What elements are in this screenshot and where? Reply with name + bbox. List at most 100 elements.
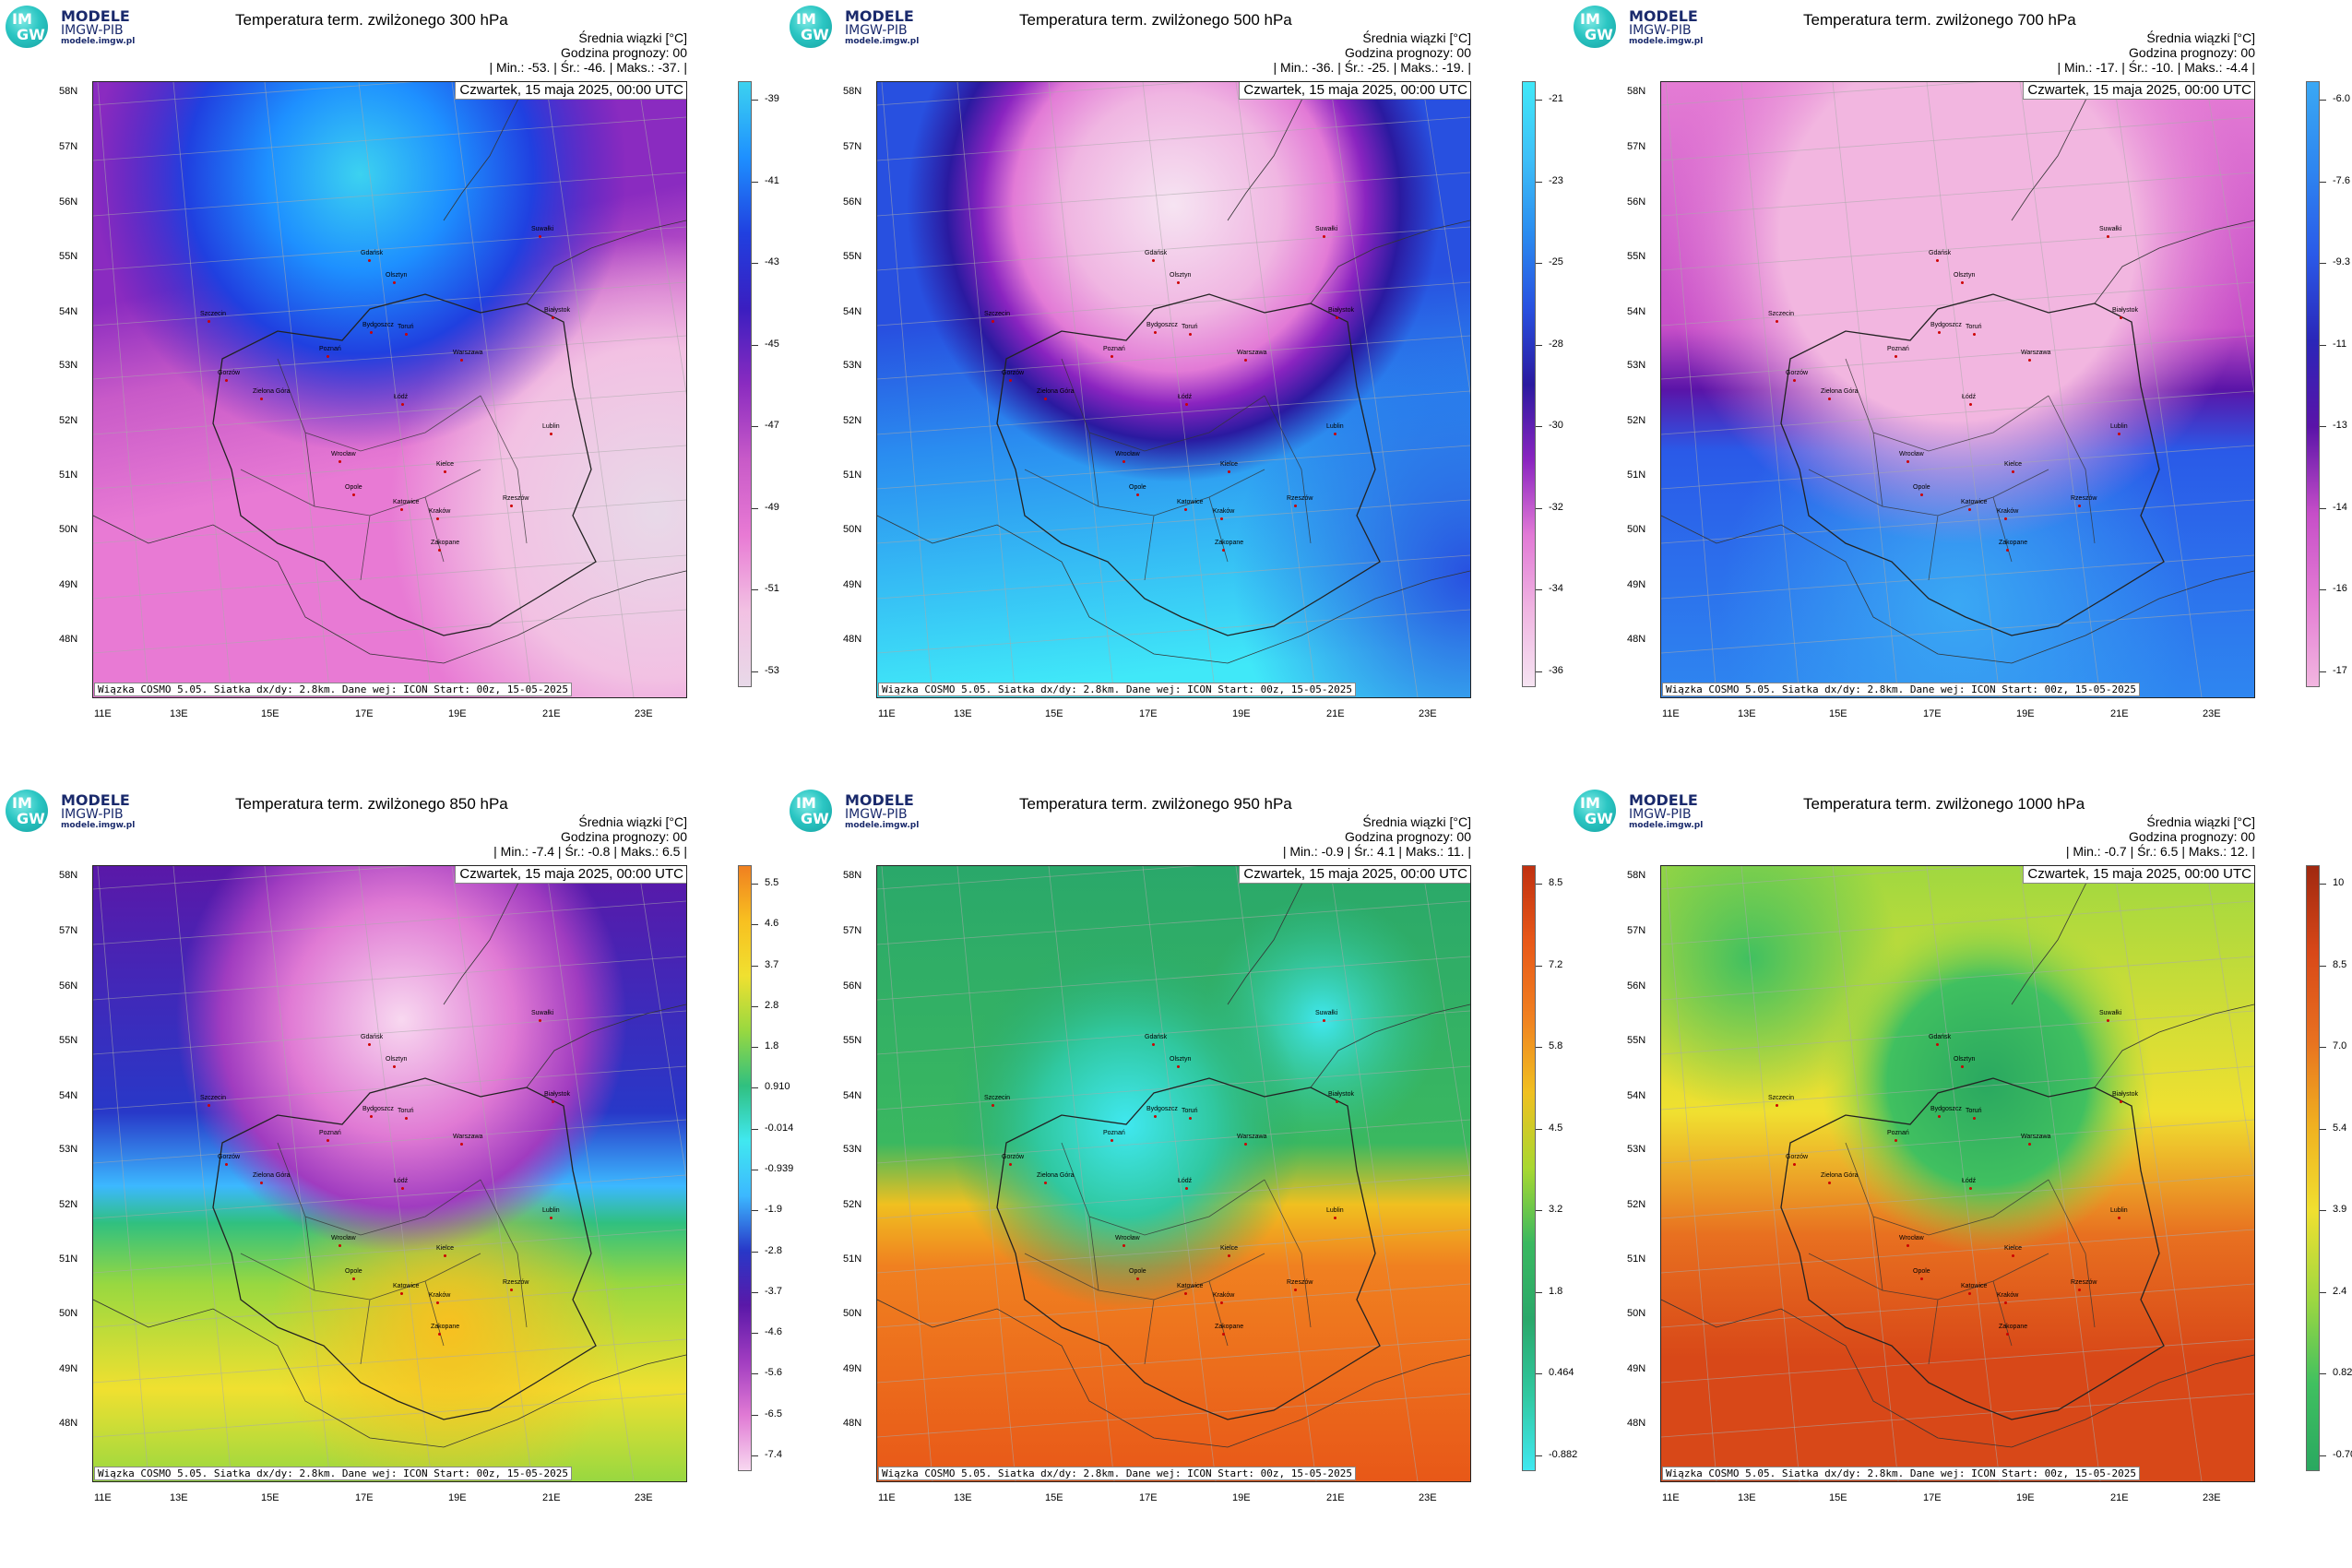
forecast-panel: IM GW MODELE IMGW-PIB modele.imgw.pl Tem… (0, 784, 793, 1568)
city-label: Suwałki (531, 226, 554, 232)
valid-date: Czwartek, 15 maja 2025, 00:00 UTC (2023, 866, 2254, 884)
color-scale-label: 5.5 (765, 877, 779, 888)
city-label: Olsztyn (1954, 1056, 1976, 1063)
header-stats: | Min.: -17. | Śr.: -10. | Maks.: -4.4 | (2057, 60, 2256, 75)
model-footer: Wiązka COSMO 5.05. Siatka dx/dy: 2.8km. … (94, 1467, 572, 1480)
city-marker (400, 508, 403, 511)
city-label: Olsztyn (1170, 1056, 1192, 1063)
city-label: Bydgoszcz (1930, 1106, 1962, 1112)
lat-label: 51N (843, 469, 862, 481)
city-label: Zielona Góra (1821, 1172, 1859, 1179)
city-marker (1136, 1277, 1139, 1280)
color-scale-tick (2320, 1455, 2326, 1456)
header-forecast-hour: Godzina prognozy: 00 (561, 45, 687, 60)
city-label: Gorzów (218, 1154, 241, 1160)
city-marker (1111, 355, 1113, 358)
city-label: Zakopane (431, 1324, 460, 1330)
color-scale-tick (1536, 1128, 1542, 1130)
color-scale (2306, 865, 2320, 1471)
color-scale-tick (1536, 263, 1542, 265)
logo-subtitle: IMGW-PIB (61, 23, 124, 38)
lon-label: 13E (954, 1492, 972, 1503)
city-marker (1044, 398, 1047, 400)
color-scale-tick (1536, 1047, 1542, 1049)
lat-label: 56N (59, 980, 78, 992)
city-label: Łódź (394, 1178, 409, 1184)
city-marker (352, 493, 355, 496)
color-scale-label: 8.5 (1549, 877, 1563, 888)
logo-url: modele.imgw.pl (1629, 821, 1704, 830)
color-scale-label: -51 (765, 583, 779, 595)
color-scale-tick (1536, 884, 1542, 885)
forecast-map[interactable]: Gdańsk Olsztyn Szczecin Bydgoszcz Toruń Biały… (92, 865, 687, 1482)
header-mean: Średnia wiązki [°C] (2146, 30, 2255, 45)
city-marker (1185, 403, 1188, 406)
logo-url: modele.imgw.pl (61, 37, 136, 46)
color-scale-tick (752, 965, 758, 967)
lon-label: 19E (2016, 708, 2035, 719)
forecast-map[interactable]: Gdańsk Olsztyn Szczecin Bydgoszcz Toruń Biały… (1660, 81, 2255, 698)
forecast-map[interactable]: Gdańsk Olsztyn Szczecin Bydgoszcz Toruń Biały… (876, 81, 1471, 698)
model-footer: Wiązka COSMO 5.05. Siatka dx/dy: 2.8km. … (1662, 1467, 2140, 1480)
lat-label: 56N (1627, 980, 1646, 992)
imgw-logo-icon (1574, 6, 1616, 48)
city-marker (1294, 1289, 1297, 1291)
city-label: Suwałki (1315, 1010, 1338, 1016)
lat-label: 51N (59, 1253, 78, 1265)
city-label: Kraków (1997, 1292, 2019, 1299)
city-marker (1323, 1019, 1325, 1022)
model-footer: Wiązka COSMO 5.05. Siatka dx/dy: 2.8km. … (94, 683, 572, 696)
imgw-logo[interactable]: IM GW MODELE IMGW-PIB modele.imgw.pl (1574, 6, 1730, 52)
lat-label: 57N (843, 141, 862, 152)
city-marker (1177, 1065, 1180, 1068)
map-field (93, 866, 686, 1481)
city-marker (2107, 1019, 2109, 1022)
color-scale-label: -45 (765, 338, 779, 350)
city-marker (1334, 433, 1336, 435)
city-label: Zakopane (1215, 540, 1244, 546)
lon-label: 19E (448, 708, 467, 719)
imgw-logo[interactable]: IM GW MODELE IMGW-PIB modele.imgw.pl (6, 6, 162, 52)
valid-date: Czwartek, 15 maja 2025, 00:00 UTC (1239, 82, 1470, 100)
color-scale-tick (2320, 263, 2326, 265)
lon-label: 21E (542, 708, 561, 719)
lat-label: 50N (59, 524, 78, 535)
lon-label: 15E (1829, 708, 1847, 719)
imgw-logo[interactable]: IM GW MODELE IMGW-PIB modele.imgw.pl (790, 6, 946, 52)
city-label: Poznań (1103, 346, 1125, 352)
color-scale-label: -0.014 (765, 1122, 794, 1134)
lat-label: 53N (843, 1144, 862, 1155)
color-scale-label: 1.8 (1549, 1285, 1563, 1297)
city-marker (1776, 1104, 1778, 1107)
city-label: Wrocław (331, 1235, 356, 1241)
lon-label: 17E (1139, 1492, 1158, 1503)
imgw-logo-icon (790, 790, 832, 832)
imgw-logo[interactable]: IM GW MODELE IMGW-PIB modele.imgw.pl (1574, 790, 1730, 836)
city-label: Warszawa (453, 350, 483, 356)
color-scale-label: -7.6 (2333, 174, 2350, 186)
city-marker (552, 1100, 554, 1103)
logo-im: IM (12, 10, 32, 28)
city-label: Szczecin (984, 311, 1011, 317)
lat-label: 52N (1627, 1199, 1646, 1210)
imgw-logo[interactable]: IM GW MODELE IMGW-PIB modele.imgw.pl (6, 790, 162, 836)
header-mean: Średnia wiązki [°C] (578, 30, 687, 45)
city-label: Lublin (1326, 1207, 1344, 1214)
color-scale-label: -0.882 (1549, 1449, 1578, 1460)
logo-subtitle: IMGW-PIB (1629, 807, 1692, 822)
header-forecast-hour: Godzina prognozy: 00 (2129, 829, 2255, 844)
lon-label: 17E (1923, 1492, 1942, 1503)
color-scale-tick (752, 1087, 758, 1089)
header-mean: Średnia wiązki [°C] (1362, 30, 1471, 45)
city-marker (444, 470, 446, 473)
color-scale-label: -32 (1549, 501, 1563, 513)
lat-label: 56N (843, 980, 862, 992)
forecast-map[interactable]: Gdańsk Olsztyn Szczecin Bydgoszcz Toruń Biały… (1660, 865, 2255, 1482)
city-label: Kielce (436, 461, 455, 468)
imgw-logo[interactable]: IM GW MODELE IMGW-PIB modele.imgw.pl (790, 790, 946, 836)
city-marker (1938, 331, 1941, 334)
forecast-map[interactable]: Gdańsk Olsztyn Szczecin Bydgoszcz Toruń Biały… (92, 81, 687, 698)
city-label: Rzeszów (503, 1279, 529, 1286)
city-marker (260, 1182, 263, 1184)
forecast-map[interactable]: Gdańsk Olsztyn Szczecin Bydgoszcz Toruń Biały… (876, 865, 1471, 1482)
